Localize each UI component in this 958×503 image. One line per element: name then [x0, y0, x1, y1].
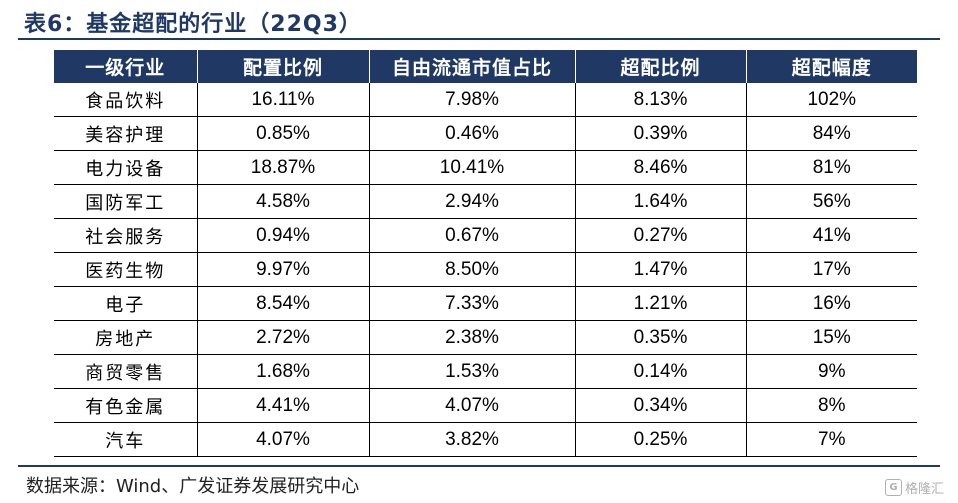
cell-float-share: 0.67%: [368, 218, 575, 253]
table-row: 国防军工 4.58% 2.94% 1.64% 56%: [54, 184, 917, 219]
cell-float-share: 2.94%: [368, 184, 575, 219]
table-row: 医药生物 9.97% 8.50% 1.47% 17%: [54, 252, 917, 287]
cell-overweight-magnitude: 15%: [745, 320, 917, 355]
cell-allocation: 4.07%: [196, 422, 369, 457]
table-row: 汽车 4.07% 3.82% 0.25% 7%: [54, 422, 917, 457]
table-row: 电子 8.54% 7.33% 1.21% 16%: [54, 286, 917, 321]
col-header-overweight-magnitude: 超配幅度: [745, 50, 917, 83]
watermark-text: 格隆汇: [904, 482, 944, 497]
cell-industry: 电子: [54, 286, 197, 321]
cell-float-share: 0.46%: [368, 116, 575, 151]
cell-float-share: 3.82%: [368, 422, 575, 457]
table-row: 有色金属 4.41% 4.07% 0.34% 8%: [54, 388, 917, 423]
cell-industry: 商贸零售: [54, 354, 197, 389]
cell-industry: 社会服务: [54, 218, 197, 253]
watermark-logo-icon: G: [884, 479, 902, 496]
cell-allocation: 4.41%: [196, 388, 369, 423]
bottom-divider: [18, 465, 940, 467]
cell-industry: 汽车: [54, 422, 197, 457]
watermark: G 格隆汇: [884, 478, 944, 497]
cell-allocation: 0.94%: [196, 218, 369, 253]
col-header-overweight: 超配比例: [574, 50, 746, 83]
table-row: 房地产 2.72% 2.38% 0.35% 15%: [54, 320, 917, 355]
cell-industry: 美容护理: [54, 116, 197, 151]
cell-industry: 电力设备: [54, 150, 197, 185]
cell-overweight: 0.25%: [574, 422, 746, 457]
cell-industry: 有色金属: [54, 388, 197, 423]
cell-overweight-magnitude: 8%: [745, 388, 917, 423]
cell-overweight-magnitude: 17%: [745, 252, 917, 287]
source-note: 数据来源：Wind、广发证券发展研究中心: [26, 476, 360, 497]
cell-float-share: 2.38%: [368, 320, 575, 355]
table-row: 商贸零售 1.68% 1.53% 0.14% 9%: [54, 354, 917, 389]
cell-overweight: 1.47%: [574, 252, 746, 287]
cell-overweight-magnitude: 81%: [745, 150, 917, 185]
cell-overweight: 0.14%: [574, 354, 746, 389]
cell-overweight-magnitude: 84%: [745, 116, 917, 151]
cell-industry: 房地产: [54, 320, 197, 355]
cell-allocation: 9.97%: [196, 252, 369, 287]
table-row: 美容护理 0.85% 0.46% 0.39% 84%: [54, 116, 917, 151]
col-header-allocation: 配置比例: [196, 50, 369, 83]
cell-overweight: 1.64%: [574, 184, 746, 219]
cell-allocation: 2.72%: [196, 320, 369, 355]
table-title: 表6：基金超配的行业（22Q3）: [24, 12, 362, 37]
cell-industry: 食品饮料: [54, 83, 197, 117]
table-row: 电力设备 18.87% 10.41% 8.46% 81%: [54, 150, 917, 185]
cell-allocation: 8.54%: [196, 286, 369, 321]
cell-overweight-magnitude: 56%: [745, 184, 917, 219]
cell-float-share: 7.33%: [368, 286, 575, 321]
cell-float-share: 4.07%: [368, 388, 575, 423]
cell-allocation: 4.58%: [196, 184, 369, 219]
cell-overweight: 1.21%: [574, 286, 746, 321]
col-header-industry: 一级行业: [54, 50, 197, 83]
cell-overweight: 0.39%: [574, 116, 746, 151]
cell-float-share: 1.53%: [368, 354, 575, 389]
cell-overweight-magnitude: 16%: [745, 286, 917, 321]
cell-float-share: 10.41%: [368, 150, 575, 185]
col-header-float-share: 自由流通市值占比: [368, 50, 575, 83]
cell-industry: 国防军工: [54, 184, 197, 219]
cell-allocation: 16.11%: [196, 83, 369, 117]
cell-overweight: 0.34%: [574, 388, 746, 423]
cell-overweight-magnitude: 41%: [745, 218, 917, 253]
cell-allocation: 1.68%: [196, 354, 369, 389]
cell-industry: 医药生物: [54, 252, 197, 287]
cell-overweight: 8.46%: [574, 150, 746, 185]
cell-overweight-magnitude: 7%: [745, 422, 917, 457]
cell-float-share: 7.98%: [368, 83, 575, 117]
industry-table: 一级行业 配置比例 自由流通市值占比 超配比例 超配幅度 食品饮料 16.11% 7…: [54, 50, 917, 457]
table-row: 食品饮料 16.11% 7.98% 8.13% 102%: [54, 83, 917, 117]
cell-allocation: 0.85%: [196, 116, 369, 151]
cell-overweight: 0.27%: [574, 218, 746, 253]
cell-overweight-magnitude: 102%: [745, 83, 917, 117]
table-row: 社会服务 0.94% 0.67% 0.27% 41%: [54, 218, 917, 253]
cell-float-share: 8.50%: [368, 252, 575, 287]
cell-allocation: 18.87%: [196, 150, 369, 185]
header-row: 一级行业 配置比例 自由流通市值占比 超配比例 超配幅度: [54, 50, 917, 83]
cell-overweight-magnitude: 9%: [745, 354, 917, 389]
top-divider: [18, 38, 940, 40]
cell-overweight: 8.13%: [574, 83, 746, 117]
cell-overweight: 0.35%: [574, 320, 746, 355]
